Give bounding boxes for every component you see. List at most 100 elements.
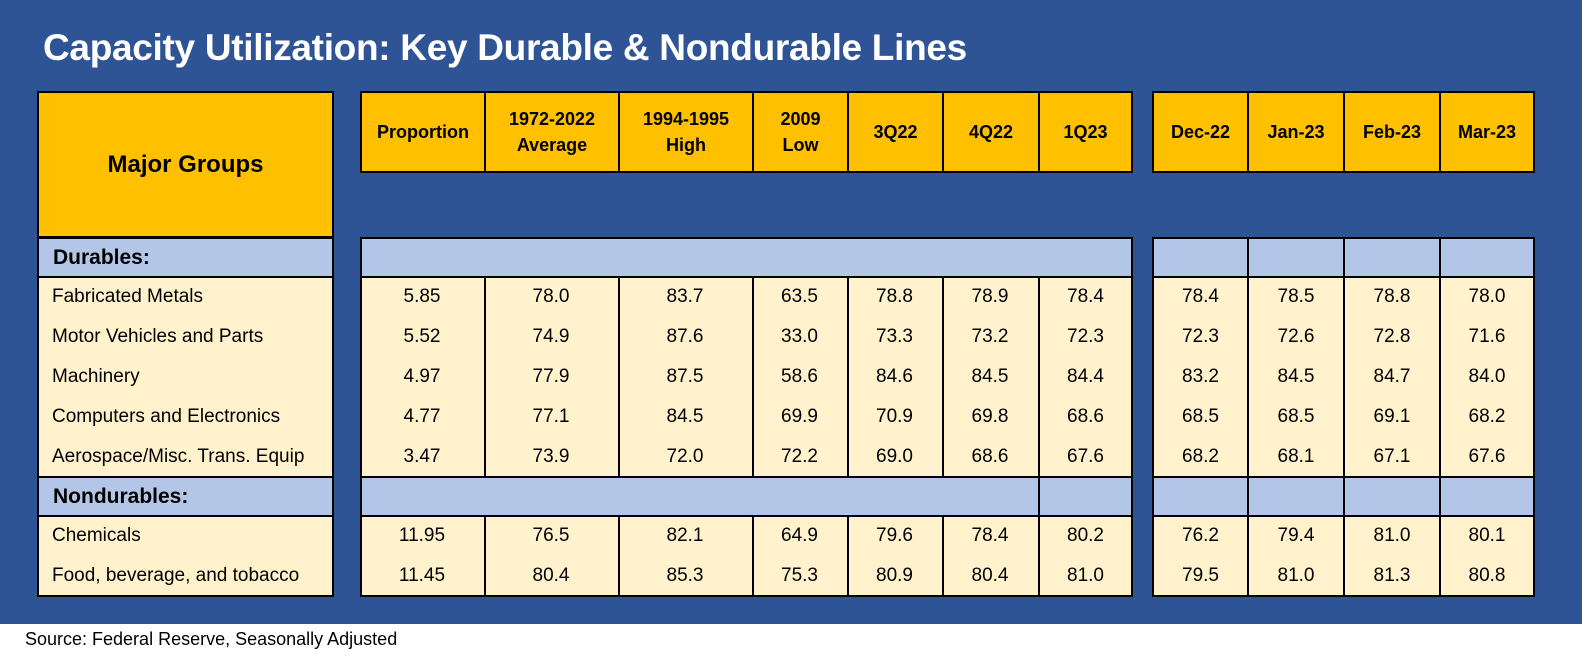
column-divider [1038,276,1040,478]
table-cell: 68.6 [1067,406,1104,427]
table-cell: 63.5 [781,286,818,307]
column-header: 2009 Low [752,91,849,173]
table-cell: 75.3 [781,565,818,586]
section-band [360,237,1133,278]
table-cell: 78.0 [1468,286,1506,307]
column-divider [847,276,849,478]
values-body [360,276,1133,478]
column-divider [618,276,620,478]
table-cell: 80.9 [876,565,913,586]
table-cell: 87.6 [666,326,704,347]
table-cell: 69.1 [1373,406,1411,427]
column-header: 1972-2022 Average [484,91,620,173]
column-header-line: High [666,135,706,155]
table-cell: 79.6 [876,525,913,546]
column-header-line: Jan-23 [1267,122,1325,142]
table-cell: 58.6 [781,366,818,387]
column-divider [1343,237,1345,478]
major-groups-header: Major Groups [37,91,334,238]
table-cell: 85.3 [666,565,704,586]
table-cell: 81.3 [1373,565,1411,586]
table-cell: 68.1 [1277,446,1315,467]
table-cell: 77.1 [532,406,570,427]
column-header-line: 2009 [780,109,821,129]
table-cell: 72.2 [781,446,818,467]
table-cell: 64.9 [781,525,818,546]
source-note: Source: Federal Reserve, Seasonally Adju… [25,629,398,649]
table-cell: 84.5 [1277,366,1315,387]
table-cell: 84.7 [1373,366,1411,387]
row-label: Fabricated Metals [52,286,204,307]
column-divider [484,276,486,478]
section-label: Nondurables: [37,476,334,517]
column-header: Feb-23 [1343,91,1441,173]
table-cell: 11.45 [398,565,446,586]
row-label: Computers and Electronics [52,406,281,427]
table-cell: 73.9 [532,446,570,467]
table-cell: 78.8 [1373,286,1411,307]
table-cell: 83.7 [666,286,704,307]
column-divider [618,515,620,597]
table-cell: 76.5 [532,525,570,546]
column-header-line: Mar-23 [1457,122,1517,142]
table-cell: 77.9 [532,366,570,387]
column-header-line: 1972-2022 [508,109,596,129]
table-cell: 78.4 [971,525,1009,546]
column-divider [752,515,754,597]
table-cell: 67.6 [1468,446,1506,467]
row-label: Aerospace/Misc. Trans. Equip [52,446,305,467]
table-cell: 80.4 [532,565,570,586]
column-divider [942,276,944,478]
table-cell: 82.1 [666,525,704,546]
table-cell: 80.8 [1468,565,1506,586]
table-cell: 84.6 [876,366,913,387]
table-cell: 67.1 [1373,446,1411,467]
column-header: 1994-1995 High [618,91,754,173]
table-cell: 69.9 [781,406,818,427]
column-divider [1247,237,1249,478]
column-divider [1343,476,1345,597]
table-cell: 80.1 [1468,525,1506,546]
row-labels-body [37,276,334,478]
section-label: Durables: [37,237,334,278]
row-labels-body [37,515,334,597]
table-cell: 68.5 [1182,406,1219,427]
table-cell: 68.6 [971,446,1009,467]
table-cell: 81.0 [1277,565,1315,586]
row-label: Machinery [52,366,140,387]
table-cell: 72.3 [1067,326,1104,347]
table-cell: 74.9 [532,326,570,347]
column-header: 1Q23 [1038,91,1133,173]
column-divider [1439,237,1441,478]
column-divider [1247,476,1249,597]
table-cell: 79.4 [1277,525,1315,546]
column-header-line: Low [782,135,819,155]
table-cell: 11.95 [398,525,446,546]
table-cell: 73.3 [876,326,913,347]
table-cell: 33.0 [781,326,818,347]
column-divider [1439,476,1441,597]
column-divider [847,515,849,597]
table-cell: 81.0 [1373,525,1411,546]
table-cell: 87.5 [666,366,704,387]
page-title: Capacity Utilization: Key Durable & Nond… [43,27,967,68]
column-header-line: 3Q22 [873,122,918,142]
column-divider [1038,476,1040,597]
table-cell: 80.2 [1067,525,1104,546]
table-cell: 84.5 [666,406,704,427]
column-divider [752,276,754,478]
table-cell: 72.8 [1373,326,1411,347]
column-header-line: Average [516,135,588,155]
table-cell: 5.85 [403,286,441,307]
column-header: 3Q22 [847,91,944,173]
column-header: Dec-22 [1152,91,1249,173]
column-header-line: Dec-22 [1170,122,1231,142]
table-cell: 67.6 [1067,446,1104,467]
table-cell: 78.4 [1182,286,1219,307]
table-cell: 72.3 [1182,326,1219,347]
column-header-line: Feb-23 [1362,122,1422,142]
table-cell: 78.4 [1067,286,1104,307]
table-cell: 80.4 [971,565,1009,586]
column-header: 4Q22 [942,91,1040,173]
section-band [360,476,1133,517]
